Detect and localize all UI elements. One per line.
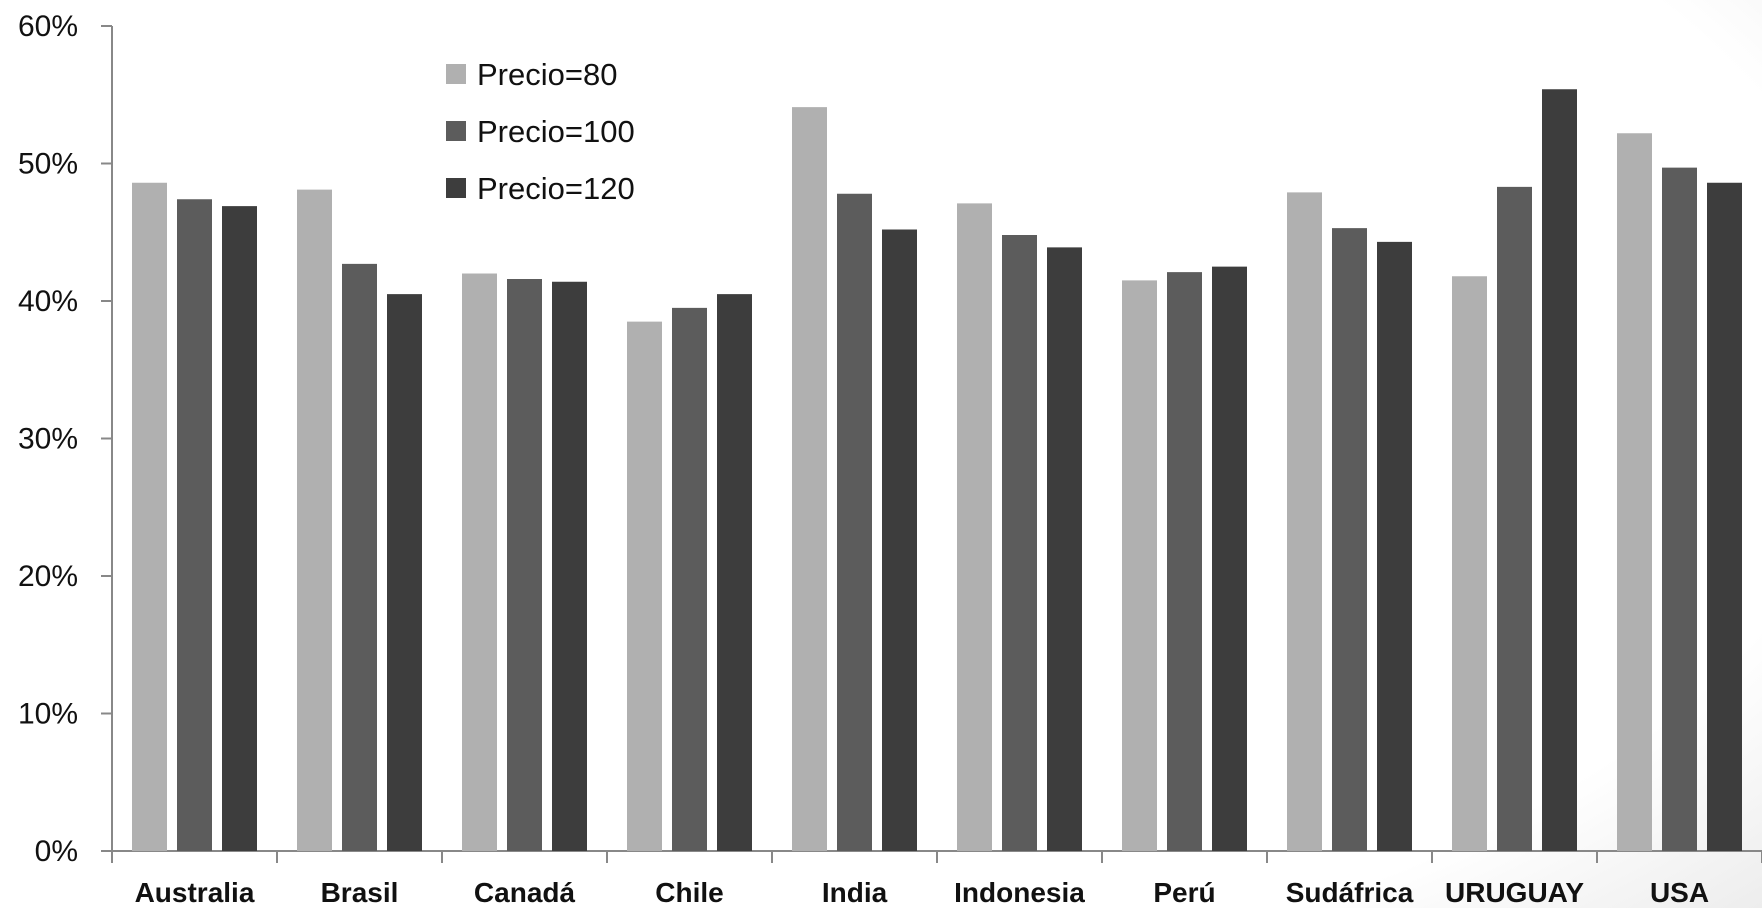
bar (627, 321, 662, 851)
x-category-label: India (822, 877, 888, 908)
bar (132, 182, 167, 851)
bar (387, 294, 422, 851)
bar (1377, 241, 1412, 851)
bar (957, 203, 992, 851)
x-category-label: Sudáfrica (1286, 877, 1414, 908)
legend-swatch (446, 178, 466, 198)
y-tick-label: 40% (18, 285, 78, 318)
bar (177, 199, 212, 851)
bar (1332, 228, 1367, 851)
bar (882, 229, 917, 851)
bar (1002, 235, 1037, 851)
y-tick-label: 20% (18, 560, 78, 593)
x-category-label: Brasil (321, 877, 399, 908)
bar (222, 206, 257, 851)
bar (507, 279, 542, 851)
bar (297, 189, 332, 851)
legend-swatch (446, 64, 466, 84)
bar (837, 193, 872, 851)
legend-label: Precio=100 (477, 114, 635, 149)
bar (342, 263, 377, 851)
bar (1662, 167, 1697, 851)
bar (1047, 247, 1082, 851)
bar (1497, 186, 1532, 851)
bar (1452, 276, 1487, 851)
x-category-label: Chile (655, 877, 723, 908)
bar (552, 281, 587, 851)
y-tick-label: 50% (18, 148, 78, 181)
bar (1542, 89, 1577, 851)
bar (672, 307, 707, 851)
x-category-label: Australia (135, 877, 255, 908)
x-category-label: URUGUAY (1445, 877, 1584, 908)
x-category-label: USA (1650, 877, 1709, 908)
y-tick-label: 30% (18, 423, 78, 456)
legend-swatch (446, 121, 466, 141)
bar (1212, 266, 1247, 851)
bar (1167, 272, 1202, 851)
bar (717, 294, 752, 851)
x-category-label: Perú (1153, 877, 1215, 908)
bar (1287, 192, 1322, 851)
legend-label: Precio=80 (477, 57, 617, 92)
y-tick-label: 10% (18, 698, 78, 731)
bar (1707, 182, 1742, 851)
bar (1122, 280, 1157, 851)
legend-label: Precio=120 (477, 171, 635, 206)
bar (462, 273, 497, 851)
x-category-label: Indonesia (954, 877, 1085, 908)
y-tick-label: 60% (18, 10, 78, 43)
bar (792, 107, 827, 851)
bar (1617, 133, 1652, 851)
x-category-label: Canadá (474, 877, 576, 908)
y-tick-label: 0% (35, 835, 78, 868)
